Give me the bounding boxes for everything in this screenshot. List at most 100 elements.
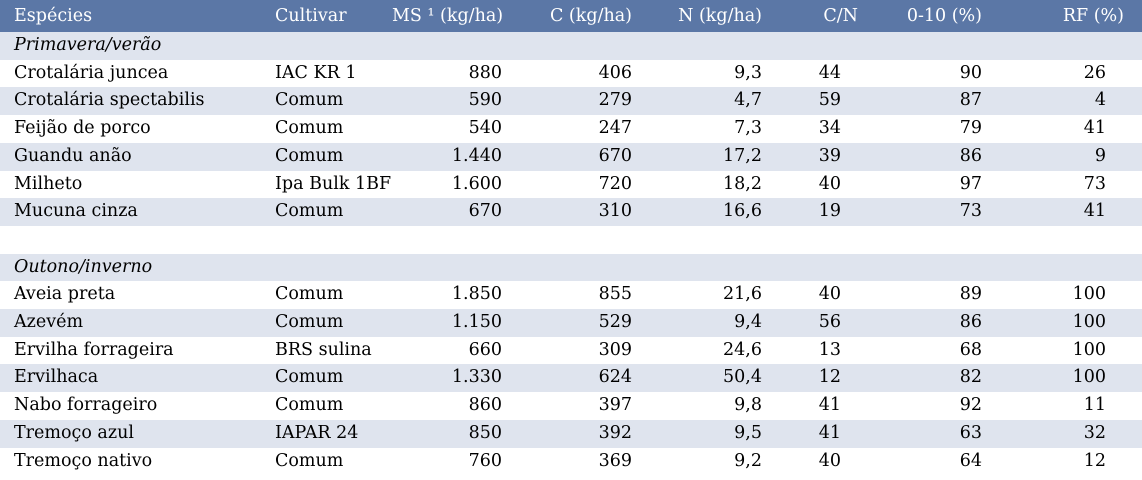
spacer-row	[0, 225, 1142, 254]
cell-especie: Mucuna cinza	[14, 201, 138, 222]
cell-ms: 540	[468, 118, 502, 139]
cell-especie: Milheto	[14, 173, 83, 194]
cell-cn: 39	[818, 145, 841, 166]
cell-c: 392	[598, 422, 632, 443]
cell-cover: 87	[959, 90, 982, 111]
cell-rf: 41	[1083, 201, 1106, 222]
table-row: Mucuna cinza Comum 670 310 16,6 19 73 41	[0, 198, 1142, 226]
header-ms: MS ¹ (kg/ha)	[392, 6, 504, 26]
cell-rf: 26	[1083, 62, 1106, 83]
cell-n: 21,6	[723, 284, 762, 305]
header-c: C (kg/ha)	[549, 6, 632, 26]
cell-cn: 44	[818, 62, 841, 83]
table-row: Milheto Ipa Bulk 1BF 1.600 720 18,2 40 9…	[0, 170, 1142, 199]
table-row: Ervilha forrageira BRS sulina 660 309 24…	[0, 336, 1142, 365]
cell-n: 24,6	[723, 339, 762, 360]
cell-c: 624	[598, 367, 632, 388]
cell-especie: Crotalária juncea	[14, 62, 169, 83]
cell-cover: 89	[959, 284, 982, 305]
cell-c: 310	[598, 201, 632, 222]
table-row: Azevém Comum 1.150 529 9,4 56 86 100	[0, 309, 1142, 337]
table-row: Crotalária spectabilis Comum 590 279 4,7…	[0, 87, 1142, 116]
header-n: N (kg/ha)	[678, 6, 762, 26]
cell-c: 720	[598, 173, 632, 194]
cell-cn: 40	[818, 173, 841, 194]
cell-ms: 850	[468, 422, 502, 443]
cell-rf: 100	[1072, 367, 1106, 388]
cell-cn: 41	[818, 395, 841, 416]
cell-especie: Azevém	[14, 312, 84, 333]
section-row-outono: Outono/inverno	[0, 253, 1142, 282]
cell-cultivar: Comum	[275, 395, 344, 416]
table-row: Feijão de porco Comum 540 247 7,3 34 79 …	[0, 115, 1142, 143]
cell-n: 9,2	[734, 450, 762, 471]
cell-rf: 32	[1083, 422, 1106, 443]
cell-ms: 660	[468, 339, 502, 360]
cell-rf: 4	[1094, 90, 1106, 111]
cell-rf: 73	[1083, 173, 1106, 194]
cell-especie: Ervilhaca	[14, 367, 99, 388]
cell-cover: 64	[959, 450, 982, 471]
cell-cn: 41	[818, 422, 841, 443]
cell-cultivar: Comum	[275, 284, 344, 305]
cell-c: 855	[598, 284, 632, 305]
cell-especie: Ervilha forrageira	[14, 339, 174, 360]
cell-cn: 34	[818, 118, 841, 139]
table-row: Tremoço nativo Comum 760 369 9,2 40 64 1…	[0, 447, 1142, 476]
cell-cultivar: Comum	[275, 367, 344, 388]
table-row: Nabo forrageiro Comum 860 397 9,8 41 92 …	[0, 392, 1142, 420]
cell-cn: 40	[818, 284, 841, 305]
header-cn: C/N	[823, 6, 858, 26]
cell-cultivar: Comum	[275, 312, 344, 333]
cell-ms: 860	[468, 395, 502, 416]
cell-rf: 12	[1083, 450, 1106, 471]
cell-n: 16,6	[723, 201, 762, 222]
cell-cn: 12	[818, 367, 841, 388]
cell-cover: 92	[959, 395, 982, 416]
cell-cultivar: Ipa Bulk 1BF	[275, 173, 392, 194]
cell-cover: 79	[959, 118, 982, 139]
cell-n: 9,8	[734, 395, 762, 416]
cell-rf: 41	[1083, 118, 1106, 139]
cell-rf: 100	[1072, 339, 1106, 360]
cell-n: 50,4	[723, 367, 762, 388]
cell-especie: Tremoço azul	[14, 422, 134, 443]
cell-cover: 97	[959, 173, 982, 194]
cell-cover: 73	[959, 201, 982, 222]
header-row: Espécies Cultivar MS ¹ (kg/ha) C (kg/ha)…	[0, 0, 1142, 32]
cell-c: 309	[598, 339, 632, 360]
cell-cultivar: BRS sulina	[275, 339, 372, 360]
cell-c: 247	[598, 118, 632, 139]
cell-c: 406	[598, 62, 632, 83]
section-title: Primavera/verão	[14, 35, 162, 55]
cell-especie: Feijão de porco	[14, 118, 151, 139]
cell-ms: 760	[468, 450, 502, 471]
cell-cultivar: IAPAR 24	[275, 422, 359, 443]
cell-cover: 86	[959, 312, 982, 333]
cell-rf: 100	[1072, 284, 1106, 305]
header-rf: RF (%)	[1062, 6, 1124, 26]
cell-n: 9,3	[734, 62, 762, 83]
table-row: Ervilhaca Comum 1.330 624 50,4 12 82 100	[0, 364, 1142, 393]
cell-cn: 56	[818, 312, 841, 333]
cell-ms: 1.600	[451, 173, 502, 194]
cell-ms: 880	[468, 62, 502, 83]
table-body: Primavera/verão Crotalária juncea IAC KR…	[0, 32, 1142, 476]
cell-cultivar: Comum	[275, 145, 344, 166]
cell-ms: 590	[468, 90, 502, 111]
cell-n: 9,5	[734, 422, 762, 443]
cell-rf: 11	[1083, 395, 1106, 416]
cell-cover: 86	[959, 145, 982, 166]
cell-c: 369	[598, 450, 632, 471]
table-row: Guandu anão Comum 1.440 670 17,2 39 86 9	[0, 142, 1142, 171]
cell-n: 7,3	[734, 118, 762, 139]
cell-ms: 1.440	[451, 145, 502, 166]
cell-n: 18,2	[723, 173, 762, 194]
cell-cultivar: Comum	[275, 90, 344, 111]
cell-especie: Nabo forrageiro	[14, 395, 158, 416]
cell-c: 670	[598, 145, 632, 166]
header-especies: Espécies	[14, 6, 93, 26]
cell-especie: Crotalária spectabilis	[14, 90, 205, 111]
cell-n: 9,4	[734, 312, 762, 333]
